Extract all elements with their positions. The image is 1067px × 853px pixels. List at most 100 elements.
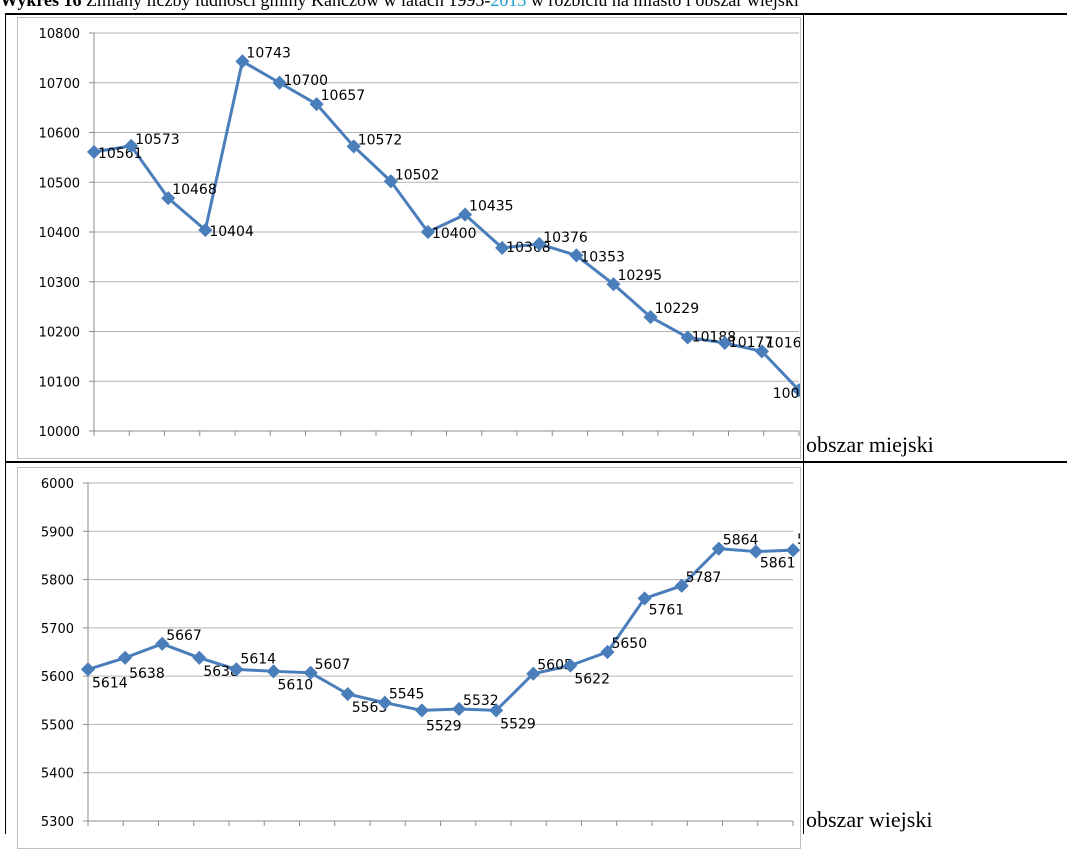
data-label: 10502: [395, 167, 440, 183]
data-point: [495, 240, 510, 255]
data-label: 5622: [574, 672, 610, 688]
data-point: [383, 174, 398, 189]
table-row-urban: 10000 10100 10200 10300 10400 10500 10600 10700…: [0, 13, 1067, 462]
data-point: [80, 662, 96, 677]
data-point: [674, 578, 689, 593]
y-tick-label: 5300: [41, 815, 74, 830]
data-point: [118, 650, 133, 665]
y-tick-label: 6000: [41, 477, 74, 492]
y-tick-label: 10800: [39, 27, 80, 42]
data-point: [192, 650, 207, 665]
data-label: 5545: [389, 687, 425, 703]
data-label: 10404: [209, 224, 254, 240]
caption-highlight: 2013: [490, 0, 527, 10]
data-point: [124, 138, 139, 154]
data-label: 10353: [580, 249, 625, 265]
data-label: 5607: [315, 657, 351, 673]
data-label: 5638: [203, 664, 239, 680]
y-tick-label: 10500: [39, 176, 80, 191]
table-border-left: [5, 463, 6, 834]
data-point: [569, 248, 584, 263]
rural-row-label: obszar wiejski: [806, 807, 933, 832]
data-label: 5638: [129, 666, 165, 682]
data-label: 10657: [321, 88, 366, 104]
data-point: [272, 75, 287, 90]
y-tick-label: 10200: [39, 326, 80, 341]
caption-text: Zmiany liczby ludności gminy Kańczów w l…: [81, 0, 491, 10]
data-label: 5563: [352, 700, 388, 716]
rural-chart-box: 5300 5400 5500 5600 5700 5800 5900 6000 5614 5638…: [17, 467, 833, 849]
table-border-mid: [803, 13, 804, 462]
y-tick-label: 5900: [41, 525, 74, 540]
data-point: [346, 139, 361, 154]
data-label: 5614: [92, 675, 128, 691]
urban-chart-box: 10000 10100 10200 10300 10400 10500 10600 10700…: [17, 17, 818, 459]
y-tick-label: 10300: [39, 276, 80, 291]
data-point: [309, 97, 324, 112]
rural-population-chart: 5300540055005600570058005900600056145638…: [41, 477, 833, 830]
y-tick-label: 10600: [39, 127, 80, 142]
y-tick-label: 5500: [41, 718, 74, 733]
data-label: 10229: [655, 301, 700, 317]
data-label: 10376: [543, 230, 588, 246]
data-label: 5667: [166, 628, 202, 644]
data-label: 10160: [766, 335, 800, 351]
data-point: [303, 665, 318, 680]
data-label: 5864: [723, 533, 759, 549]
data-label: 5529: [426, 718, 462, 734]
data-point: [377, 695, 392, 710]
y-tick-label: 5400: [41, 767, 74, 782]
data-point: [414, 703, 430, 718]
data-point: [600, 644, 615, 660]
data-point: [563, 658, 578, 673]
data-label: 10743: [246, 45, 291, 61]
y-tick-label: 5600: [41, 670, 74, 685]
data-point: [637, 591, 652, 606]
urban-population-chart: 10000 10100 10200 10300 10400 10500 10600 10700…: [39, 27, 818, 440]
data-label: 10561: [98, 146, 143, 162]
y-tick-label: 10000: [39, 425, 80, 440]
table-border-top: [5, 13, 1067, 15]
y-tick-label: 10100: [39, 375, 80, 390]
data-label: 10435: [469, 199, 514, 215]
data-label: 10468: [172, 182, 217, 198]
y-tick-label: 10700: [39, 77, 80, 92]
data-point: [785, 543, 801, 558]
table-border-middle: [5, 461, 1067, 463]
figure-caption: Wykres 16 Zmiany liczby ludności gminy K…: [0, 0, 1067, 14]
data-point: [420, 224, 436, 240]
data-label: 5761: [649, 602, 685, 618]
data-label: 10400: [432, 226, 477, 242]
data-label: 5610: [278, 677, 314, 693]
data-point: [680, 330, 695, 345]
data-point: [532, 236, 547, 252]
series-line: [93, 59, 801, 392]
data-point: [606, 277, 621, 292]
data-label: 5614: [240, 651, 276, 667]
data-label: 10700: [284, 73, 329, 89]
data-point: [229, 662, 244, 677]
data-label: 5650: [611, 636, 647, 652]
data-label: 5529: [500, 716, 536, 732]
table-row-rural: 5300 5400 5500 5600 5700 5800 5900 6000 5614 5638…: [0, 463, 1067, 849]
table-border-left: [5, 13, 6, 462]
data-point: [266, 664, 281, 679]
y-tick-label: 10400: [39, 226, 80, 241]
data-point: [711, 541, 726, 556]
caption-suffix: w rozbiciu na miasto i obszar wiejski: [526, 0, 799, 10]
urban-row-label: obszar miejski: [806, 432, 934, 457]
data-label: 5532: [463, 693, 499, 709]
y-tick-label: 5800: [41, 574, 74, 589]
data-point: [155, 636, 170, 651]
data-point: [451, 701, 467, 717]
data-point: [161, 191, 176, 206]
data-point: [643, 310, 658, 325]
data-point: [489, 703, 504, 718]
data-label: 10082: [773, 386, 800, 402]
data-point: [340, 686, 355, 702]
data-label: 5787: [686, 570, 722, 586]
data-point: [457, 207, 473, 222]
data-label: 10572: [358, 132, 403, 148]
data-label: 10573: [135, 132, 180, 148]
series-line: [87, 547, 794, 712]
